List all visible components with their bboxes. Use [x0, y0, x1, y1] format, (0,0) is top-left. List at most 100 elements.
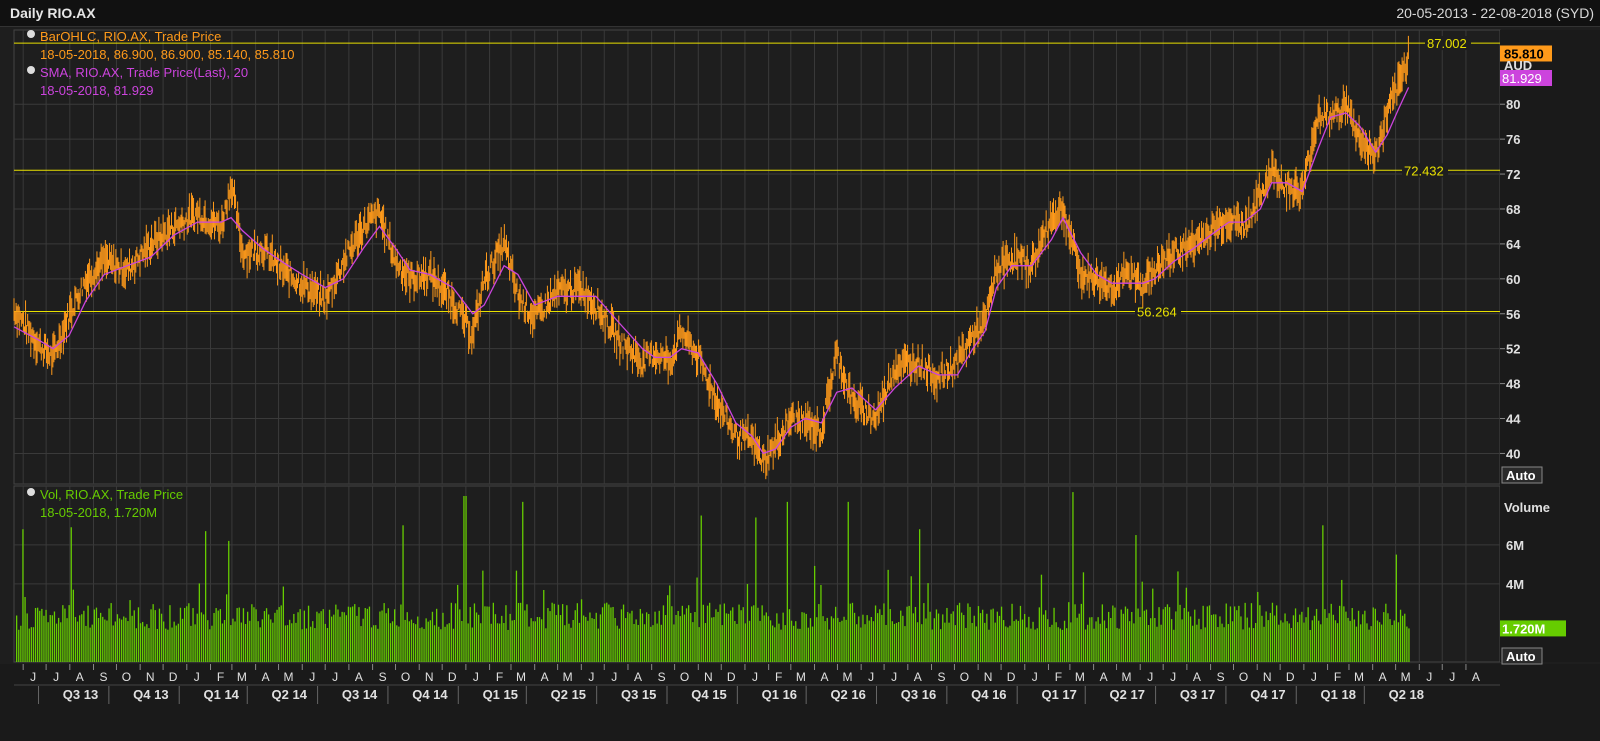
volume-bar [1267, 620, 1269, 662]
volume-bar [706, 605, 709, 662]
volume-bar [950, 613, 952, 662]
volume-bar [1238, 605, 1240, 662]
month-label: J [1147, 670, 1153, 684]
volume-bar [1011, 603, 1013, 662]
volume-bar [1345, 611, 1347, 662]
volume-bar [912, 613, 914, 662]
volume-bar [551, 602, 553, 662]
volume-bar [1200, 629, 1202, 662]
volume-bar [822, 616, 824, 662]
volume-bar [509, 613, 511, 662]
volume-bar [929, 611, 931, 662]
volume-bar [238, 607, 240, 662]
volume-bar [335, 604, 337, 662]
volume-bar [1320, 624, 1322, 662]
volume-bar [908, 605, 910, 662]
volume-bar [570, 627, 572, 662]
volume-bar [883, 603, 885, 662]
volume-bar [853, 612, 856, 662]
legend-expand-icon[interactable] [27, 66, 35, 74]
price-tick-label: 80 [1506, 97, 1520, 112]
volume-bar [677, 610, 679, 662]
volume-bar [818, 604, 820, 662]
price-tick-label: 64 [1506, 237, 1521, 252]
volume-bar [635, 619, 637, 662]
quarter-label: Q3 16 [901, 687, 936, 702]
volume-bar [795, 621, 797, 662]
volume-bar [1074, 604, 1076, 662]
volume-bar [1156, 626, 1158, 662]
volume-bar [608, 604, 610, 662]
volume-bar [1261, 615, 1263, 662]
volume-bar [753, 605, 755, 662]
volume-bar [307, 605, 310, 662]
price-auto-button[interactable] [1501, 466, 1543, 484]
volume-bar [1223, 627, 1225, 662]
quarter-label: Q4 13 [133, 687, 168, 702]
volume-bar [763, 615, 765, 662]
volume-bar [276, 609, 278, 662]
volume-bar [933, 618, 935, 662]
volume-bar [656, 623, 658, 662]
volume-bar [1114, 607, 1116, 662]
volume-bar [973, 615, 975, 662]
volume-bar [845, 619, 847, 662]
month-label: A [821, 670, 829, 684]
volume-bar [1227, 624, 1229, 662]
volume-bar [100, 612, 102, 662]
volume-bar [998, 615, 1001, 662]
volume-bar [597, 628, 599, 662]
volume-bar [1322, 525, 1324, 662]
volume-bar [927, 583, 929, 662]
volume-bar [700, 515, 702, 662]
volume-bar [790, 620, 793, 662]
volume-bar [198, 583, 200, 662]
volume-bar [467, 623, 469, 662]
legend-expand-icon[interactable] [27, 30, 35, 38]
volume-bar [123, 616, 125, 662]
volume-bar [1131, 611, 1133, 662]
volume-bar [484, 606, 486, 662]
month-label: J [588, 670, 594, 684]
month-label: S [1217, 670, 1225, 684]
volume-bar [1341, 579, 1343, 662]
volume-bar [1063, 620, 1066, 662]
volume-bar [286, 625, 289, 662]
volume-bar [289, 619, 291, 662]
month-label: J [1426, 670, 1432, 684]
volume-bar [226, 594, 228, 662]
volume-bar [320, 611, 322, 662]
level-label-bg [1402, 163, 1448, 178]
volume-bar [32, 627, 35, 662]
volume-bar [89, 627, 91, 662]
volume-bar [564, 625, 566, 662]
month-label: M [842, 670, 852, 684]
volume-bar [984, 622, 986, 662]
volume-bar [843, 616, 845, 662]
volume-bar [1202, 605, 1204, 662]
volume-bar [1370, 626, 1372, 662]
volume-bar [685, 608, 688, 662]
quarter-label: Q1 14 [203, 687, 239, 702]
volume-bar [121, 619, 123, 662]
volume-axis-title: Volume [1504, 500, 1550, 515]
volume-bar [364, 608, 366, 662]
volume-bar [1126, 608, 1129, 662]
volume-bar [465, 496, 467, 662]
volume-bar [200, 612, 203, 662]
volume-bar [511, 620, 513, 662]
month-label: D [1007, 670, 1016, 684]
volume-bar [322, 609, 324, 662]
volume-bar [62, 605, 64, 662]
volume-bar [1072, 492, 1074, 662]
month-label: N [425, 670, 434, 684]
volume-auto-button[interactable] [1501, 647, 1543, 665]
volume-bar [95, 607, 98, 662]
month-label: N [704, 670, 713, 684]
volume-bar [740, 610, 742, 662]
volume-bar [732, 607, 734, 662]
volume-bar [887, 569, 889, 662]
volume-bar [786, 501, 788, 662]
legend-expand-icon[interactable] [27, 488, 35, 496]
